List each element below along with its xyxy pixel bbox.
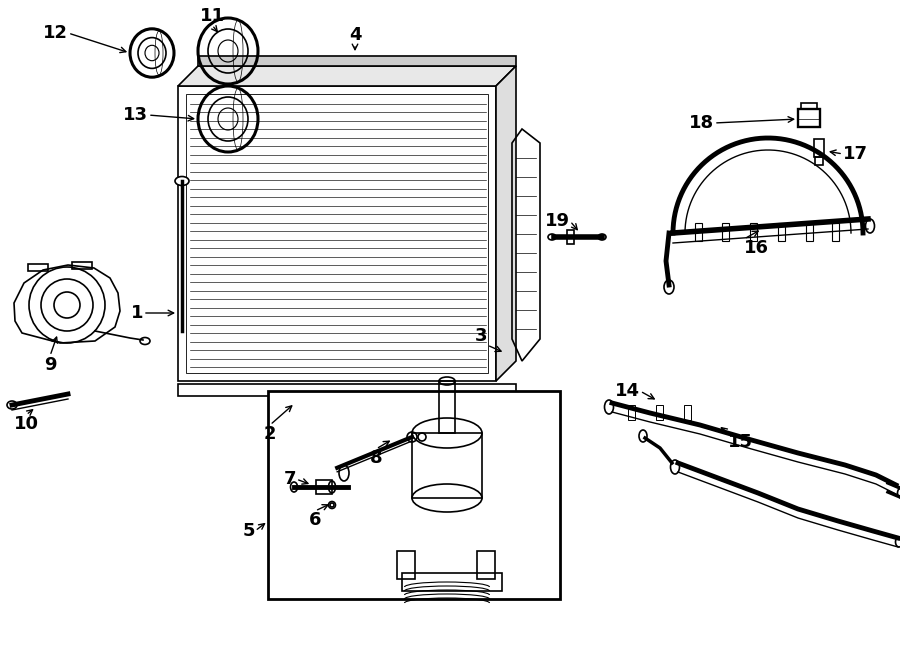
Text: 8: 8 — [370, 449, 382, 467]
Bar — [402, 573, 502, 591]
Text: 10: 10 — [14, 415, 39, 433]
Bar — [806, 223, 813, 241]
Text: 18: 18 — [688, 114, 714, 132]
Bar — [477, 551, 495, 579]
Bar — [814, 139, 824, 157]
Text: 3: 3 — [474, 327, 487, 345]
Ellipse shape — [175, 176, 189, 186]
Bar — [268, 391, 560, 599]
Bar — [178, 384, 516, 396]
Text: 6: 6 — [309, 511, 321, 529]
Text: 19: 19 — [545, 212, 570, 230]
Text: 14: 14 — [615, 382, 640, 400]
Bar — [695, 223, 702, 241]
Bar — [28, 264, 48, 271]
Text: 13: 13 — [123, 106, 148, 124]
Bar — [198, 56, 516, 66]
Text: 4: 4 — [349, 26, 361, 44]
Text: 12: 12 — [43, 24, 68, 42]
Polygon shape — [496, 66, 516, 381]
Bar — [798, 109, 820, 127]
Bar — [439, 381, 455, 433]
Text: 2: 2 — [264, 425, 276, 443]
Bar — [815, 157, 823, 165]
Bar — [72, 262, 92, 269]
Text: 9: 9 — [44, 356, 56, 374]
Bar — [656, 405, 663, 420]
Bar — [832, 223, 839, 241]
Text: 16: 16 — [744, 239, 769, 257]
Polygon shape — [178, 66, 516, 86]
Bar — [801, 103, 817, 109]
Bar — [628, 405, 635, 420]
Bar — [567, 230, 574, 244]
Text: 17: 17 — [843, 145, 868, 163]
Bar — [316, 480, 332, 494]
Bar — [178, 86, 496, 381]
Bar — [186, 94, 488, 373]
Text: 1: 1 — [130, 304, 143, 322]
Bar — [397, 551, 415, 579]
Bar — [722, 223, 729, 241]
Bar — [750, 223, 757, 241]
Text: 5: 5 — [242, 522, 255, 540]
Bar — [412, 433, 482, 498]
Bar — [684, 405, 691, 420]
Text: 11: 11 — [200, 7, 224, 25]
Text: 7: 7 — [284, 470, 296, 488]
Bar — [778, 223, 785, 241]
Text: 15: 15 — [728, 433, 753, 451]
